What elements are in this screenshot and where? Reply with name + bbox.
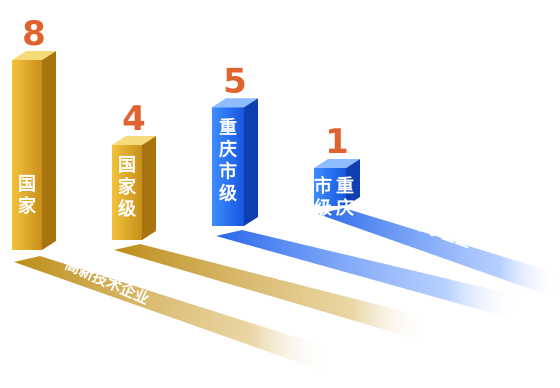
bar-text-char: 重 <box>219 116 237 138</box>
bar-text-char: 庆 <box>336 197 354 219</box>
bar-text-char: 市 <box>219 160 237 182</box>
bar-top-4 <box>314 159 360 168</box>
ribbon-band-4 <box>318 208 560 296</box>
bar-side-4 <box>346 159 360 206</box>
bar-top-3 <box>212 98 258 108</box>
bar-text-char: 市 <box>314 175 332 197</box>
bar-front-1 <box>12 60 42 250</box>
bar-text-char: 庆 <box>219 138 237 160</box>
bar-side-1 <box>42 51 56 250</box>
value-label-4: 1 <box>325 122 349 162</box>
ribbon-band-2 <box>114 244 430 340</box>
bar-side-3 <box>244 98 258 226</box>
bar-text-char: 家 <box>18 195 37 217</box>
bar-text-char: 级 <box>314 197 333 219</box>
value-label-2: 4 <box>122 99 146 139</box>
ribbon-band-1 <box>14 256 330 370</box>
bar-text-char: 家 <box>118 176 137 198</box>
bar-top-1 <box>12 51 56 60</box>
ribbon-band-3 <box>216 230 520 318</box>
bar-text-char: 国 <box>118 155 136 176</box>
bar-front-4 <box>314 168 346 206</box>
value-label-1: 8 <box>22 14 46 54</box>
bar-text-char: 重 <box>336 175 354 197</box>
bar-side-2 <box>142 136 156 240</box>
bar-front-3 <box>212 107 244 226</box>
bar-text-char: 级 <box>219 182 238 204</box>
bar-text-char: 国 <box>18 174 36 195</box>
bar-text-char: 级 <box>118 198 137 220</box>
bar-front-2 <box>112 145 142 240</box>
value-label-3: 5 <box>223 61 247 101</box>
bar-top-2 <box>112 136 156 145</box>
